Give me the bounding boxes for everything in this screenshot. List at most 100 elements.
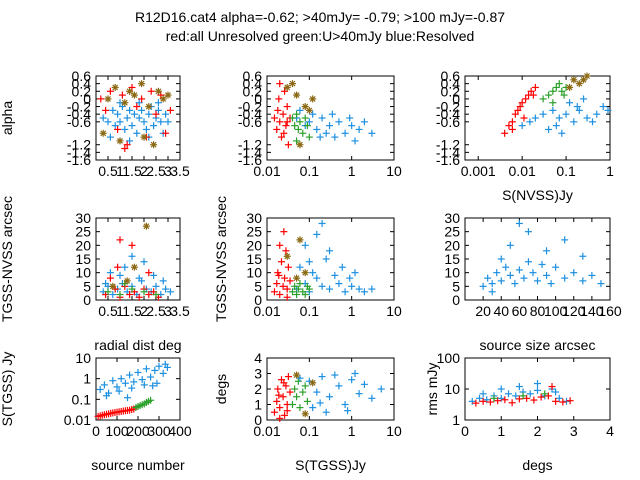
y-tick-label: -1.2 (67, 137, 91, 153)
y-tick-label: -1.4 (238, 144, 262, 160)
data-point (97, 95, 105, 103)
data-point (549, 106, 557, 114)
data-point (118, 103, 126, 111)
x-tick-label: 0.1 (300, 303, 320, 319)
data-point (123, 277, 131, 285)
y-tick-label: 30 (75, 210, 91, 226)
data-point (348, 376, 356, 384)
data-point (138, 106, 146, 114)
data-point (331, 371, 339, 379)
data-point (121, 145, 129, 153)
data-point (539, 110, 547, 118)
data-point (296, 118, 304, 126)
data-point (276, 291, 284, 299)
data-point (305, 118, 313, 126)
data-point (544, 392, 552, 400)
x-tick-label: 200 (126, 423, 150, 439)
data-point (561, 236, 569, 244)
data-point (135, 99, 143, 107)
x-tick-label: 80 (530, 303, 546, 319)
data-point (493, 269, 501, 277)
data-point (549, 99, 557, 107)
data-point (280, 129, 288, 137)
y-tick-label: 25 (246, 224, 262, 240)
data-point (277, 258, 285, 266)
data-point (128, 122, 136, 130)
y-tick-label: 3 (254, 366, 262, 382)
data-point (360, 380, 368, 388)
data-point (526, 118, 534, 126)
data-point (140, 133, 148, 141)
data-point (109, 377, 117, 385)
data-point (318, 219, 326, 227)
data-point (559, 398, 567, 406)
y-tick-label: 5 (254, 278, 262, 294)
data-point (123, 114, 131, 122)
data-point (313, 388, 321, 396)
data-point (116, 291, 124, 299)
data-point (515, 383, 523, 391)
data-point (157, 91, 165, 99)
panel-p2: 0.01 0.1 1 10 0.60.40.20-0.2-0.4-0.6 -1.2-1.4… (238, 68, 402, 179)
data-point (318, 282, 326, 290)
data-point (545, 91, 553, 99)
data-point (502, 263, 510, 271)
data-point (511, 280, 519, 288)
series-green (132, 396, 155, 412)
y-tick-label: 0.2 (243, 83, 263, 99)
data-point (109, 282, 117, 290)
data-point (580, 76, 588, 84)
data-point (126, 371, 134, 379)
series-green (490, 390, 549, 402)
data-point (126, 291, 134, 299)
data-point (130, 91, 138, 99)
data-point (283, 407, 291, 415)
data-point (162, 110, 170, 118)
data-point (479, 397, 487, 405)
x-tick-label: 0.1 (556, 163, 576, 179)
y-tick-label: 0.01 (64, 412, 91, 428)
data-point (488, 280, 496, 288)
series-blue (293, 219, 376, 296)
data-point (162, 285, 170, 293)
data-point (123, 141, 131, 149)
series-olive (99, 80, 172, 149)
data-point (111, 83, 119, 91)
y-tick-label: 0.4 (243, 76, 263, 92)
x-tick-label: 400 (168, 423, 192, 439)
data-point (570, 269, 578, 277)
data-point (501, 396, 509, 404)
scatter-panels: 0.511.522.533.50.60.40.20-0.2-0.4-0.6-1.… (0, 68, 622, 473)
x-tick-label: 0.1 (300, 423, 320, 439)
data-point (360, 118, 368, 126)
data-point (486, 398, 494, 406)
data-point (563, 397, 570, 405)
data-point (294, 125, 302, 133)
data-point (288, 114, 296, 122)
data-point (124, 394, 131, 402)
data-point (508, 125, 516, 133)
data-point (328, 110, 336, 118)
x-axis-label: source size arcsec (480, 337, 596, 353)
data-point (145, 269, 153, 277)
data-point (100, 381, 108, 389)
y-tick-label: 25 (75, 224, 91, 240)
data-point (511, 110, 519, 118)
data-point (299, 388, 307, 396)
data-point (476, 394, 483, 402)
x-tick-label: 300 (147, 423, 171, 439)
data-point (326, 247, 334, 255)
data-point (344, 407, 352, 415)
y-tick-label: 10 (444, 265, 460, 281)
x-tick-label: 1.5 (122, 303, 142, 319)
data-point (283, 252, 291, 260)
y-tick-label: 0.6 (243, 68, 263, 84)
data-point (275, 271, 283, 279)
data-point (305, 258, 313, 266)
y-tick-label: 30 (444, 210, 460, 226)
data-point (341, 288, 349, 296)
y-tick-label: 15 (75, 251, 91, 267)
data-point (305, 106, 313, 114)
y-tick-label: 2 (254, 381, 262, 397)
data-point (552, 122, 560, 130)
